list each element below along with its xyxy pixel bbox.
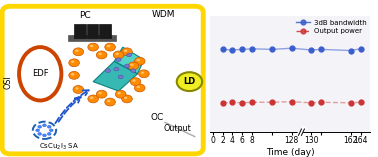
Circle shape xyxy=(136,86,140,88)
Circle shape xyxy=(98,92,102,94)
Circle shape xyxy=(105,43,115,51)
Text: LD: LD xyxy=(183,77,195,86)
Bar xyxy=(99,24,111,38)
Circle shape xyxy=(69,71,79,79)
Circle shape xyxy=(115,53,119,55)
Circle shape xyxy=(122,95,132,103)
Circle shape xyxy=(96,51,107,59)
Circle shape xyxy=(130,64,133,66)
Circle shape xyxy=(131,69,136,73)
Circle shape xyxy=(118,92,121,94)
Circle shape xyxy=(115,90,126,98)
Bar xyxy=(68,35,116,41)
Circle shape xyxy=(47,133,51,135)
Circle shape xyxy=(36,129,40,132)
Circle shape xyxy=(43,124,46,127)
Circle shape xyxy=(118,75,123,79)
Text: OSI: OSI xyxy=(4,75,13,89)
Circle shape xyxy=(114,67,119,71)
Bar xyxy=(74,24,86,38)
Circle shape xyxy=(88,43,98,51)
Text: OC: OC xyxy=(150,113,163,122)
Circle shape xyxy=(75,87,79,90)
Circle shape xyxy=(107,100,110,102)
Circle shape xyxy=(71,73,74,76)
Circle shape xyxy=(69,59,79,67)
Circle shape xyxy=(177,72,202,91)
Circle shape xyxy=(43,134,46,137)
Circle shape xyxy=(49,129,53,132)
Circle shape xyxy=(90,45,93,47)
Circle shape xyxy=(88,95,98,103)
Circle shape xyxy=(98,53,102,55)
Circle shape xyxy=(38,133,42,135)
Circle shape xyxy=(47,125,51,128)
Text: WDM: WDM xyxy=(151,10,175,19)
Circle shape xyxy=(113,51,124,59)
Circle shape xyxy=(127,53,132,57)
Circle shape xyxy=(75,49,79,52)
Circle shape xyxy=(73,86,84,93)
Circle shape xyxy=(128,62,139,70)
Circle shape xyxy=(124,49,127,52)
Circle shape xyxy=(105,98,115,106)
Circle shape xyxy=(33,122,56,139)
FancyBboxPatch shape xyxy=(2,6,203,154)
Circle shape xyxy=(73,48,84,56)
Text: CsCu$_2$I$_3$ SA: CsCu$_2$I$_3$ SA xyxy=(39,142,79,152)
Circle shape xyxy=(124,64,130,68)
Circle shape xyxy=(38,125,42,128)
Circle shape xyxy=(136,59,140,61)
Legend: 3dB bandwidth, Output power: 3dB bandwidth, Output power xyxy=(293,17,369,37)
Bar xyxy=(87,24,98,38)
Circle shape xyxy=(107,45,110,47)
Circle shape xyxy=(90,97,93,99)
Circle shape xyxy=(71,60,74,63)
Circle shape xyxy=(122,48,132,56)
Circle shape xyxy=(96,90,107,98)
Circle shape xyxy=(124,97,127,99)
X-axis label: Time (day): Time (day) xyxy=(266,148,314,157)
Circle shape xyxy=(130,78,141,86)
Circle shape xyxy=(139,70,149,78)
Circle shape xyxy=(132,79,136,82)
Circle shape xyxy=(135,57,145,65)
Circle shape xyxy=(141,71,144,74)
Circle shape xyxy=(105,69,110,73)
Text: Output: Output xyxy=(164,124,192,133)
Polygon shape xyxy=(93,61,138,91)
Circle shape xyxy=(116,58,121,62)
Circle shape xyxy=(135,84,145,92)
Text: PC: PC xyxy=(79,11,90,20)
Text: EDF: EDF xyxy=(32,69,48,78)
Polygon shape xyxy=(114,47,144,74)
